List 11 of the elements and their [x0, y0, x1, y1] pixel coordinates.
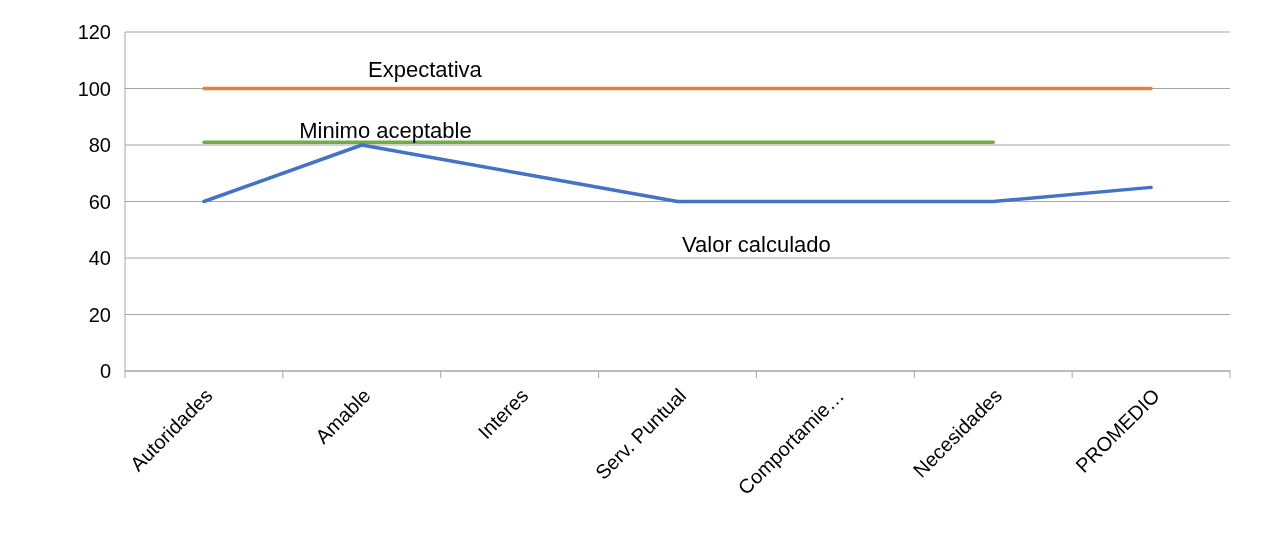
y-tick-label: 40: [88, 247, 111, 269]
y-tick-label: 0: [99, 360, 111, 382]
y-tick-label: 120: [77, 21, 111, 43]
y-tick-label: 20: [88, 303, 111, 326]
series-label: Valor calculado: [682, 231, 831, 257]
series-label: Minimo aceptable: [299, 118, 472, 144]
y-tick-label: 100: [77, 77, 111, 100]
y-tick-label: 80: [88, 134, 111, 156]
series-label: Expectativa: [368, 56, 483, 82]
y-tick-label: 60: [88, 190, 111, 213]
line-series: [202, 143, 1153, 204]
